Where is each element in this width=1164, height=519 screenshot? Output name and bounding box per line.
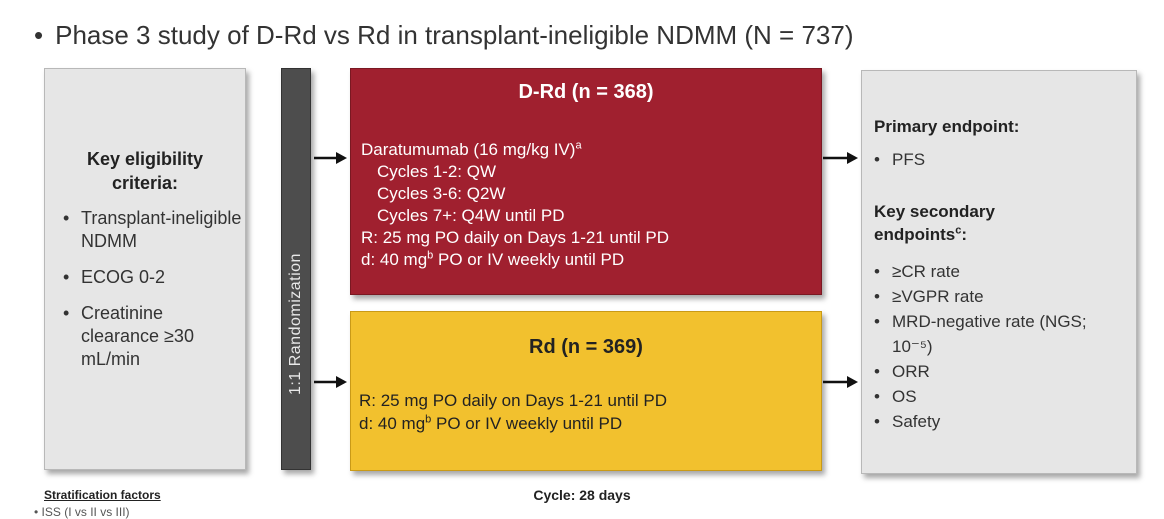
arm-drd-box: D-Rd (n = 368) Daratumumab (16 mg/kg IV)…	[350, 68, 822, 295]
primary-endpoint-title: Primary endpoint:	[874, 117, 1020, 136]
secondary-endpoint-item: ≥VGPR rate	[868, 284, 1130, 309]
cycle-length: Cycle: 28 days	[533, 487, 631, 503]
arrow-to-drd	[314, 152, 347, 164]
arrow-drd-to-endpoints	[823, 152, 858, 164]
secondary-endpoint-item: ORR	[868, 359, 1130, 384]
secondary-endpoint-item: Safety	[868, 409, 1130, 434]
randomization-label: 1:1 Randomization	[287, 253, 304, 395]
secondary-endpoint-item: OS	[868, 384, 1130, 409]
secondary-title-text: endpoints	[874, 225, 956, 244]
arm-drd-title: D-Rd (n = 368)	[518, 81, 654, 103]
eligibility-title-line1: Key eligibility	[86, 149, 204, 169]
arm-rd-regimen: R: 25 mg PO daily on Days 1-21 until PD …	[359, 389, 667, 435]
slide-title: • Phase 3 study of D-Rd vs Rd in transpla…	[34, 20, 854, 51]
primary-endpoint-list: PFS	[868, 147, 925, 172]
primary-endpoint-item: PFS	[868, 147, 925, 172]
secondary-endpoints-title: Key secondary endpointsc:	[874, 200, 995, 246]
secondary-endpoint-item: ≥CR rate	[868, 259, 1130, 284]
eligibility-box: Key eligibility criteria: Transplant-ine…	[44, 68, 246, 470]
title-text: Phase 3 study of D-Rd vs Rd in transplan…	[55, 20, 854, 50]
secondary-title-colon: :	[961, 225, 968, 244]
cycle-line: Cycles 7+: Q4W until PD	[377, 206, 565, 225]
cycle-line: Cycles 1-2: QW	[377, 162, 497, 181]
eligibility-title-line2: criteria:	[111, 173, 179, 193]
lenalidomide-line: R: 25 mg PO daily on Days 1-21 until PD	[359, 391, 668, 410]
endpoints-box: Primary endpoint: PFS Key secondary endp…	[861, 70, 1137, 474]
dex-suffix: PO or IV weekly until PD	[431, 414, 623, 433]
arrow-to-rd	[314, 376, 347, 388]
secondary-endpoint-item: MRD-negative rate (NGS; 10⁻⁵)	[868, 309, 1102, 359]
footnote-a: a	[575, 139, 582, 152]
dex-suffix: PO or IV weekly until PD	[433, 250, 625, 269]
arm-drd-regimen: Daratumumab (16 mg/kg IV)a Cycles 1-2: Q…	[361, 139, 669, 271]
secondary-endpoint-list: ≥CR rate ≥VGPR rate MRD-negative rate (N…	[868, 259, 1130, 434]
eligibility-item: ECOG 0-2	[57, 266, 245, 289]
footnote-c: c	[955, 224, 962, 237]
cycle-line: Cycles 3-6: Q2W	[377, 184, 506, 203]
secondary-title-line1: Key secondary	[874, 202, 995, 221]
dexamethasone-line: d: 40 mgb PO or IV weekly until PD	[359, 412, 667, 435]
footnote-b: b	[427, 249, 434, 262]
lenalidomide-line: R: 25 mg PO daily on Days 1-21 until PD	[361, 228, 670, 247]
daratumumab-line: Daratumumab (16 mg/kg IV)a	[361, 139, 669, 161]
dexamethasone-line: d: 40 mgb PO or IV weekly until PD	[361, 249, 669, 271]
daratumumab-text: Daratumumab (16 mg/kg IV)	[361, 140, 576, 159]
eligibility-list: Transplant-ineligible NDMM ECOG 0-2 Crea…	[57, 207, 245, 384]
arm-rd-title: Rd (n = 369)	[529, 336, 643, 358]
dex-prefix: d: 40 mg	[361, 250, 428, 269]
arm-rd-box: Rd (n = 369) R: 25 mg PO daily on Days 1…	[350, 311, 822, 471]
stratification-title: Stratification factors	[44, 488, 161, 502]
randomization-bar: 1:1 Randomization	[281, 68, 311, 470]
arrow-rd-to-endpoints	[823, 376, 858, 388]
dex-prefix: d: 40 mg	[359, 414, 426, 433]
title-bullet: •	[34, 20, 44, 50]
secondary-title-line2: endpointsc:	[874, 223, 995, 246]
eligibility-item: Creatinine clearance ≥30 mL/min	[57, 302, 245, 371]
eligibility-item: Transplant-ineligible NDMM	[57, 207, 245, 253]
footnote-b: b	[425, 413, 432, 426]
eligibility-title: Key eligibility criteria:	[45, 147, 245, 195]
stratification-item: • ISS (I vs II vs III)	[34, 505, 130, 519]
